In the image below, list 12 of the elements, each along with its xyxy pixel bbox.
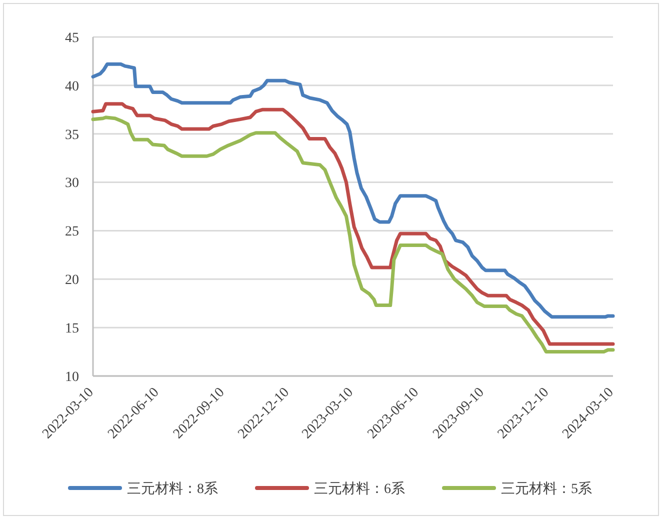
y-tick-label: 10 xyxy=(65,370,79,385)
legend-label: 三元材料：5系 xyxy=(501,480,592,497)
legend-label: 三元材料：8系 xyxy=(127,480,218,497)
y-tick-label: 15 xyxy=(65,321,79,336)
y-tick-label: 30 xyxy=(65,176,79,192)
legend-label: 三元材料：6系 xyxy=(314,480,405,497)
y-tick-label: 25 xyxy=(65,224,79,240)
y-tick-label: 40 xyxy=(65,79,79,94)
line-series xyxy=(91,62,615,319)
y-tick-label: 20 xyxy=(65,273,79,288)
y-tick-label: 35 xyxy=(65,128,79,143)
y-tick-label: 45 xyxy=(65,30,79,46)
